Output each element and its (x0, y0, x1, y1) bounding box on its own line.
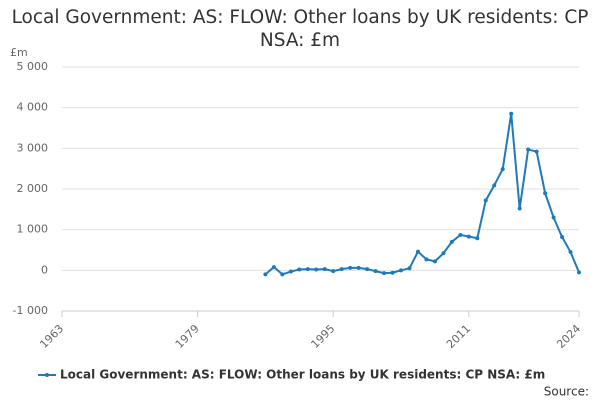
point (263, 272, 268, 277)
point (356, 265, 361, 270)
point (399, 268, 404, 273)
point (458, 232, 463, 237)
point (560, 234, 565, 239)
point (390, 270, 395, 275)
source: Source: (544, 385, 589, 399)
point (551, 215, 556, 220)
point (407, 266, 412, 271)
point (466, 234, 471, 239)
point (534, 149, 539, 154)
legend-marker (45, 373, 49, 377)
y-tick-label: 3 000 (17, 141, 49, 154)
point (432, 259, 437, 264)
y-tick-label: 1 000 (17, 223, 49, 236)
point (305, 267, 310, 272)
point (492, 183, 497, 188)
y-tick-label: -1 000 (13, 304, 48, 317)
x-tick-label: 2024 (554, 322, 583, 351)
point (517, 206, 522, 211)
point (568, 250, 573, 255)
point (543, 191, 548, 196)
x-tick-label: 1979 (173, 322, 202, 351)
legend-label: Local Government: AS: FLOW: Other loans … (60, 368, 545, 382)
point (348, 265, 353, 270)
point (331, 269, 336, 274)
point (526, 147, 531, 152)
point (365, 267, 370, 272)
y-tick-label: 0 (41, 263, 48, 276)
point (314, 267, 319, 272)
point (441, 251, 446, 256)
point (483, 198, 488, 203)
chart-title: Local Government: AS: FLOW: Other loans … (11, 7, 589, 51)
point (339, 267, 344, 272)
point (322, 267, 327, 272)
point (509, 111, 514, 116)
x-tick-label: 1963 (37, 322, 66, 351)
point (500, 167, 505, 172)
point (373, 269, 378, 274)
y-unit: £m (10, 46, 28, 59)
point (424, 257, 429, 262)
x-tick-label: 2011 (444, 322, 473, 351)
line (264, 113, 580, 276)
y-tick-label: 2 000 (17, 182, 49, 195)
point (415, 249, 420, 254)
x-tick-label: 1995 (308, 322, 337, 351)
point (271, 265, 276, 270)
point (280, 272, 285, 277)
point (577, 270, 581, 275)
point (382, 271, 387, 276)
point (475, 236, 480, 241)
point (288, 269, 293, 274)
point (297, 267, 302, 272)
point (449, 239, 454, 244)
y-tick-label: 4 000 (17, 101, 49, 114)
y-tick-label: 5 000 (17, 60, 49, 73)
